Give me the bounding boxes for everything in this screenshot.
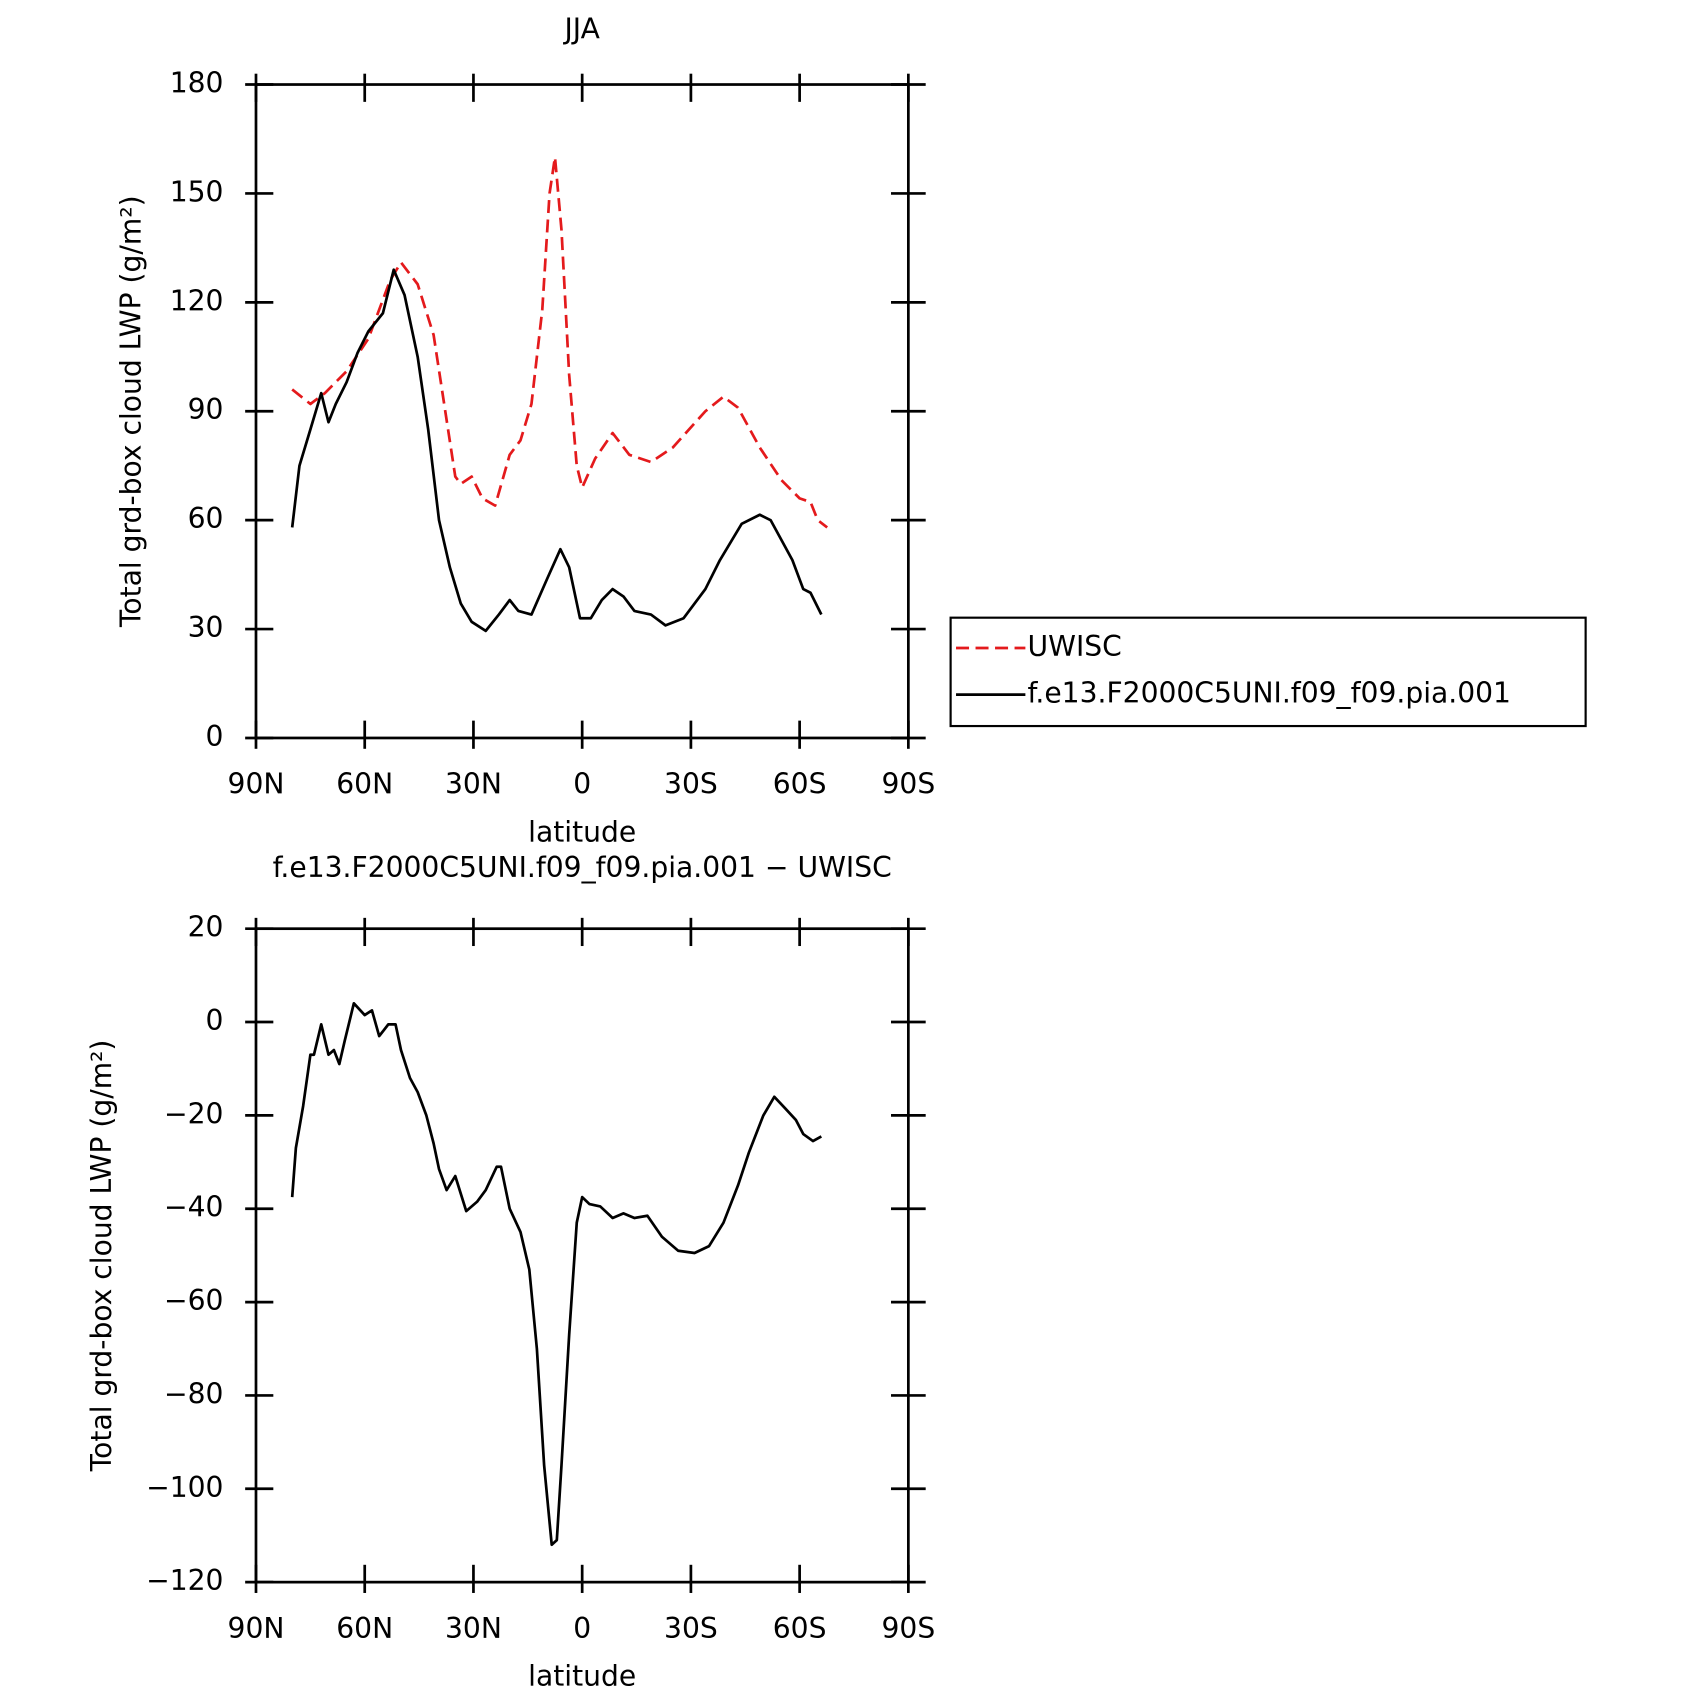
x-tick-label: 90N xyxy=(228,1612,285,1645)
x-tick-label: 90S xyxy=(882,768,936,801)
plot-frame xyxy=(254,927,910,1584)
x-tick-label: 0 xyxy=(573,768,591,801)
y-tick-label: −100 xyxy=(146,1471,223,1504)
x-tick-label: 90S xyxy=(882,1612,936,1645)
y-tick-label: 0 xyxy=(206,720,224,753)
x-tick-label: 60N xyxy=(336,1612,393,1645)
legend-label: UWISC xyxy=(1028,630,1122,663)
plot-frame xyxy=(254,83,910,740)
x-tick-label: 60S xyxy=(773,1612,827,1645)
data-line xyxy=(291,155,829,529)
y-tick-label: −60 xyxy=(164,1284,223,1317)
y-tick-label: 30 xyxy=(188,611,224,644)
x-tick-label: 60N xyxy=(336,768,393,801)
x-tick-label: 0 xyxy=(573,1612,591,1645)
y-tick-label: −120 xyxy=(146,1564,223,1597)
y-tick-label: 0 xyxy=(206,1004,224,1037)
y-tick-label: −20 xyxy=(164,1097,223,1130)
y-tick-label: −80 xyxy=(164,1377,223,1410)
x-tick-label: 90N xyxy=(228,768,285,801)
x-tick-label: 30N xyxy=(445,1612,502,1645)
y-axis-label: Total grd-box cloud LWP (g/m²) xyxy=(85,1040,118,1473)
chart-title: f.e13.F2000C5UNI.f09_f09.pia.001 − UWISC xyxy=(273,851,892,884)
x-tick-label: 60S xyxy=(773,768,827,801)
legend-label: f.e13.F2000C5UNI.f09_f09.pia.001 xyxy=(1028,677,1511,710)
x-axis-label: latitude xyxy=(528,815,636,848)
y-tick-label: −40 xyxy=(164,1191,223,1224)
data-line xyxy=(290,1001,822,1547)
y-axis-label: Total grd-box cloud LWP (g/m²) xyxy=(114,195,147,628)
x-tick-label: 30N xyxy=(445,768,502,801)
y-tick-label: 90 xyxy=(188,393,224,426)
y-tick-label: 180 xyxy=(170,67,224,100)
x-tick-label: 30S xyxy=(664,1612,718,1645)
x-tick-label: 30S xyxy=(664,768,718,801)
y-tick-label: 20 xyxy=(188,911,224,944)
legend-box xyxy=(949,616,1587,728)
y-tick-label: 60 xyxy=(188,502,224,535)
y-tick-label: 150 xyxy=(170,175,224,208)
data-line xyxy=(290,268,823,633)
chart-title: JJA xyxy=(562,12,600,45)
y-tick-label: 120 xyxy=(170,284,224,317)
x-axis-label: latitude xyxy=(528,1659,636,1692)
